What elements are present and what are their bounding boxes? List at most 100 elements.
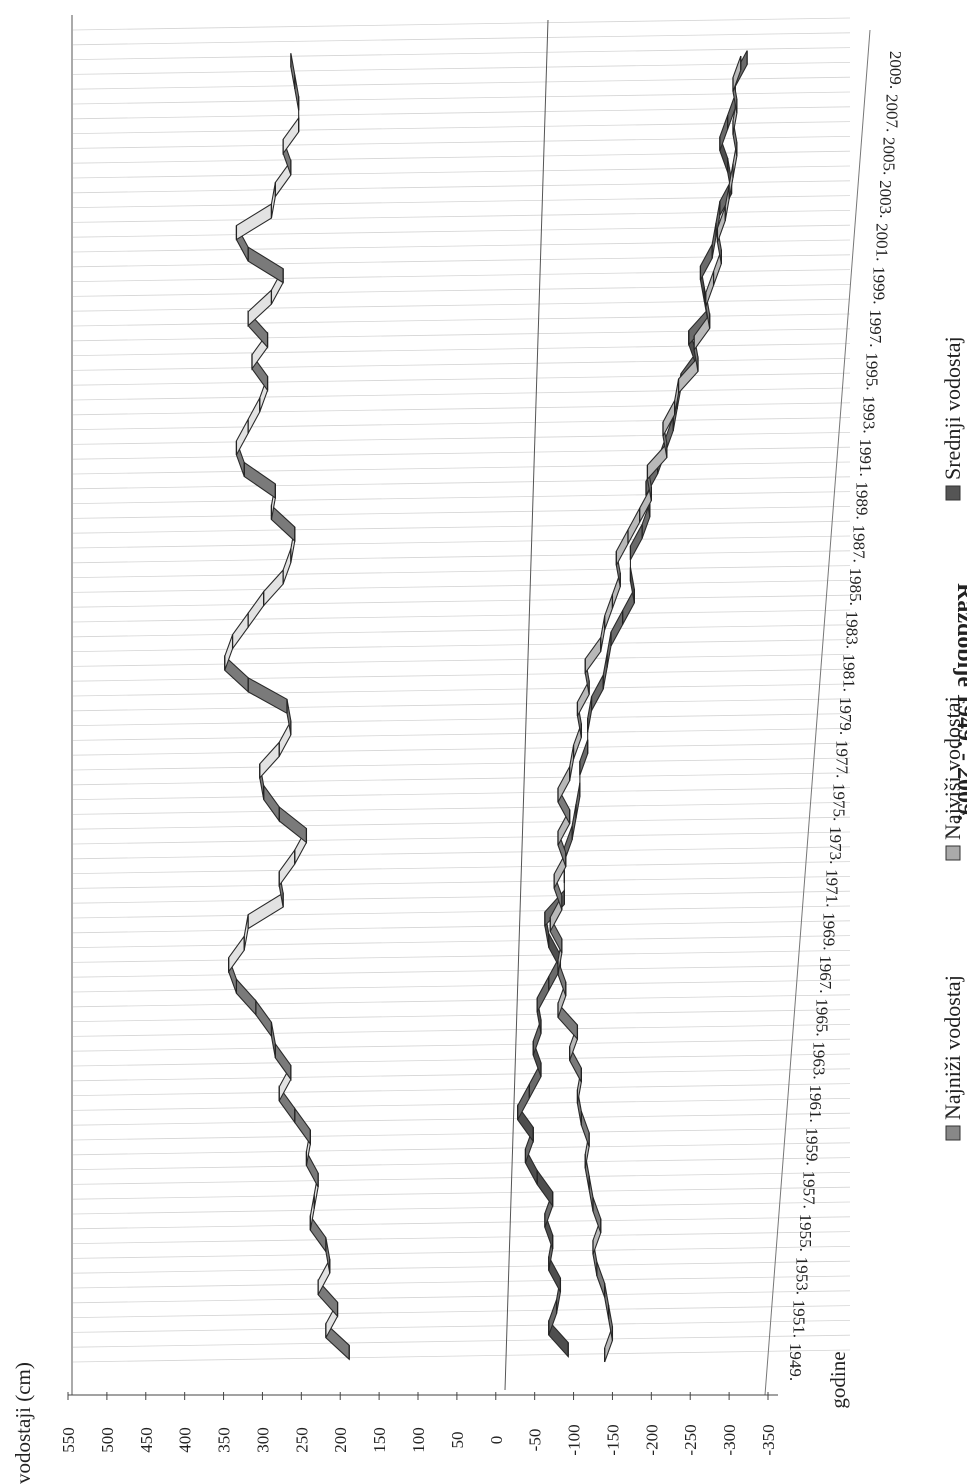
y-tick-label: 450 — [137, 1427, 156, 1453]
grid-line — [72, 1305, 851, 1318]
grid-line — [72, 1038, 851, 1052]
grid-line — [72, 772, 851, 786]
y-tick-label: 150 — [370, 1427, 389, 1453]
x-tick-label: 1977. — [833, 740, 852, 778]
grid-line — [72, 62, 851, 75]
grid-line — [72, 890, 851, 904]
grid-line — [72, 861, 851, 874]
x-tick-label: 2007. — [883, 94, 902, 132]
x-tick-label: 1979. — [836, 697, 855, 735]
grid-line — [72, 950, 851, 963]
y-tick-label: -250 — [681, 1424, 700, 1455]
y-tick-label: -200 — [642, 1424, 661, 1455]
series-segment — [584, 635, 602, 675]
grid-line — [72, 1157, 851, 1170]
x-tick-label: 1971. — [823, 869, 842, 907]
x-tick-label: 1963. — [809, 1041, 828, 1079]
grid-line — [72, 876, 851, 889]
series-segment — [604, 594, 613, 631]
grid-line — [72, 1201, 851, 1215]
grid-line — [72, 550, 851, 564]
grid-line — [72, 76, 851, 90]
series-0 — [549, 55, 742, 1363]
grid-line — [72, 1009, 851, 1022]
x-tick-label: 1965. — [813, 998, 832, 1036]
y-tick-label: 100 — [409, 1427, 428, 1453]
y-tick-label: 300 — [253, 1427, 272, 1453]
series-segment — [235, 977, 257, 1017]
series-segment — [610, 610, 624, 647]
y-tick-label: 500 — [98, 1427, 117, 1453]
grid-line — [72, 239, 851, 253]
series-segment — [255, 999, 272, 1039]
grid-line — [72, 535, 851, 549]
x-tick-label: 1961. — [806, 1084, 825, 1122]
series-segment — [232, 611, 249, 651]
y-tick-label: 350 — [215, 1427, 234, 1453]
series-segment — [536, 1168, 554, 1208]
series-segment — [591, 674, 604, 711]
series-ribbons — [224, 50, 748, 1363]
x-tick-label: 1989. — [853, 482, 872, 520]
series-segment — [235, 419, 249, 456]
series-segment — [247, 288, 272, 327]
legend-label-najnizi: Najniži vodostaj — [940, 975, 965, 1120]
grid-line — [72, 1260, 851, 1274]
series-segment — [536, 976, 550, 1013]
grid-line — [72, 728, 851, 741]
grid-line — [72, 121, 851, 134]
series-segment — [247, 892, 284, 930]
grid-line — [72, 1275, 851, 1289]
series-segment — [247, 246, 284, 284]
x-tick-label: 1991. — [856, 438, 875, 476]
grid-line — [72, 284, 851, 297]
x-tick-label: 2003. — [876, 180, 895, 218]
series-segment — [309, 1214, 327, 1254]
x-tick-label: 2005. — [879, 137, 898, 175]
grid-line — [72, 1334, 851, 1348]
series-segment — [282, 116, 300, 156]
y-tick-label: 200 — [331, 1427, 350, 1453]
grid-line — [72, 713, 851, 726]
grid-line — [72, 446, 851, 460]
grid-line — [72, 1112, 851, 1126]
floor-edge — [764, 29, 871, 1396]
grid-line — [72, 1024, 851, 1037]
x-tick-label: 1949. — [786, 1343, 805, 1381]
grid-line — [72, 920, 851, 934]
y-tick-label: 50 — [448, 1432, 467, 1449]
x-tick-label: 1973. — [826, 826, 845, 864]
grid-line — [72, 298, 851, 312]
series-1 — [224, 53, 350, 1361]
legend-swatch-najnizi — [945, 1125, 961, 1141]
grid-line — [72, 624, 851, 638]
grid-line — [72, 476, 851, 490]
series-segment — [247, 589, 265, 629]
x-tick-label: 2009. — [886, 51, 905, 89]
series-segment — [592, 1197, 602, 1233]
series-segment — [263, 783, 280, 823]
chart-title: Razdoblje 1949. - 2009. — [952, 583, 967, 821]
grid-line — [72, 683, 851, 697]
zero-line — [504, 19, 549, 1391]
grid-line — [72, 639, 851, 652]
grid-line — [72, 668, 851, 682]
legend-label-srednji: Srednji vodostaj — [940, 336, 965, 480]
x-tick-label: 2001. — [873, 223, 892, 261]
grid-line — [72, 1142, 851, 1156]
grid-line — [72, 195, 851, 208]
legend-item-najvisi: Najviši vodostaj — [940, 696, 965, 861]
grid-line — [72, 1127, 851, 1141]
grid-line — [72, 313, 851, 327]
grid-line — [72, 269, 851, 282]
series-segment — [580, 1110, 590, 1147]
series-segment — [243, 461, 276, 500]
grid-line — [72, 224, 851, 238]
grid-line — [72, 698, 851, 712]
grid-line — [72, 417, 851, 430]
legend-item-srednji: Srednji vodostaj — [940, 336, 965, 501]
x-tick-label: 1995. — [863, 352, 882, 390]
legend-swatch-srednji — [945, 485, 961, 501]
legend-label-najvisi: Najviši vodostaj — [940, 696, 965, 840]
grid-line — [72, 1098, 851, 1111]
